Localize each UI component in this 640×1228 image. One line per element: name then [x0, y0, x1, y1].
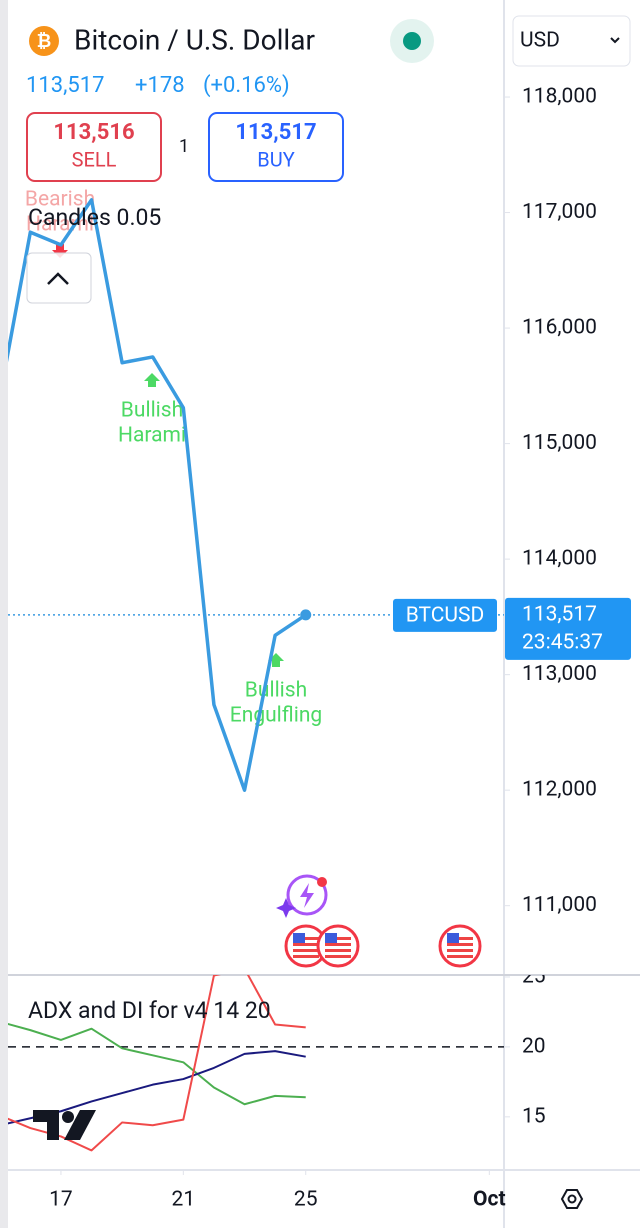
economic-events[interactable]: [284, 924, 482, 968]
flag-stripe: [325, 949, 351, 952]
flag-stripe: [447, 943, 473, 946]
flag-canton: [325, 933, 337, 943]
price-tag-label: 113,517: [522, 602, 597, 626]
sell-price[interactable]: 113,516: [53, 120, 134, 145]
flag-stripe: [325, 943, 351, 946]
pattern-arrow: [268, 653, 284, 667]
flag-canton: [447, 933, 459, 943]
events-icon[interactable]: [276, 874, 328, 918]
buy-button[interactable]: [208, 112, 344, 182]
collapse-chevron: [47, 272, 69, 285]
flag-stripe: [325, 937, 351, 940]
symbol-tag-label: BTCUSD: [406, 603, 485, 627]
x-tick-label: Oct: [473, 1188, 506, 1212]
settings-button[interactable]: [560, 1189, 584, 1209]
market-status[interactable]: [403, 32, 421, 50]
buy-price[interactable]: 113,517: [235, 120, 316, 145]
bitcoin-icon: [29, 26, 59, 56]
sell-label[interactable]: SELL: [72, 147, 117, 171]
symbol-tag: [393, 598, 497, 632]
y-tick-label: 118,000: [522, 85, 597, 109]
indicator-title: ADX and DI for v4 14 20: [28, 997, 271, 1024]
pattern-arrow: [52, 244, 68, 258]
flag-stripe: [293, 955, 319, 958]
y-tick-label: 112,000: [522, 778, 597, 802]
flag-stripe: [447, 937, 473, 940]
price-change: +178: [135, 73, 185, 98]
sell-button[interactable]: [26, 112, 162, 182]
x-tick-label: 25: [294, 1188, 318, 1212]
flag-stripe: [325, 955, 351, 958]
quantity[interactable]: 1: [179, 136, 189, 157]
y-tick-label: 116,000: [522, 316, 597, 340]
adx-axis: 15 20 25: [504, 965, 546, 1128]
price-change-pct: (+0.16%): [203, 73, 290, 98]
price-plot: BearishHaramiBullishHaramiBullishEngulfl…: [8, 188, 504, 792]
tradingview-logo: [33, 1110, 96, 1140]
pattern-label: Harami: [118, 424, 186, 448]
series-line: [8, 975, 306, 1152]
countdown: 23:45:37: [522, 630, 603, 654]
x-tick-label: 17: [49, 1188, 73, 1212]
indicator-legend[interactable]: Candles 0.05: [28, 204, 161, 231]
collapse-button[interactable]: [26, 252, 92, 304]
flag-stripe: [447, 955, 473, 958]
flag-stripe: [447, 949, 473, 952]
bitcoin-glyph: ₿: [37, 31, 52, 52]
pattern-label: Bullish: [121, 399, 183, 423]
symbol-title[interactable]: Bitcoin / U.S. Dollar: [74, 23, 315, 56]
flag-stripe: [293, 949, 319, 952]
pattern-label: Bullish: [245, 679, 307, 703]
y-tick-label: 25: [522, 965, 546, 989]
axes: 111,000 112,000 113,000 114,000 115,000 116,0…: [49, 85, 597, 1212]
pattern-label: Engulfling: [230, 704, 322, 728]
last-point: [300, 609, 312, 621]
flag-canton: [293, 933, 305, 943]
buy-label[interactable]: BUY: [257, 147, 294, 171]
pattern-arrow: [144, 373, 160, 387]
pattern-label: Bearish: [25, 188, 95, 212]
price-tag: [505, 597, 631, 660]
series-line: [8, 198, 307, 792]
y-tick-label: 15: [522, 1104, 546, 1128]
y-tick-label: 20: [522, 1034, 546, 1058]
x-tick-label: 21: [172, 1188, 196, 1212]
pattern-label: Harami: [26, 213, 94, 237]
flag-stripe: [293, 937, 319, 940]
y-tick-label: 114,000: [522, 547, 597, 571]
series-line: [8, 1022, 306, 1106]
y-tick-label: 115,000: [522, 431, 597, 455]
y-tick-label: 111,000: [522, 893, 597, 917]
dropdown-chevron: [610, 37, 620, 44]
currency-select[interactable]: [512, 15, 631, 67]
left-border: [0, 0, 8, 1228]
currency-label[interactable]: USD: [520, 29, 560, 53]
y-tick-label: 117,000: [522, 200, 597, 224]
last-price: 113,517: [26, 73, 105, 98]
flag-stripe: [293, 943, 319, 946]
y-tick-label: 113,000: [522, 662, 597, 686]
